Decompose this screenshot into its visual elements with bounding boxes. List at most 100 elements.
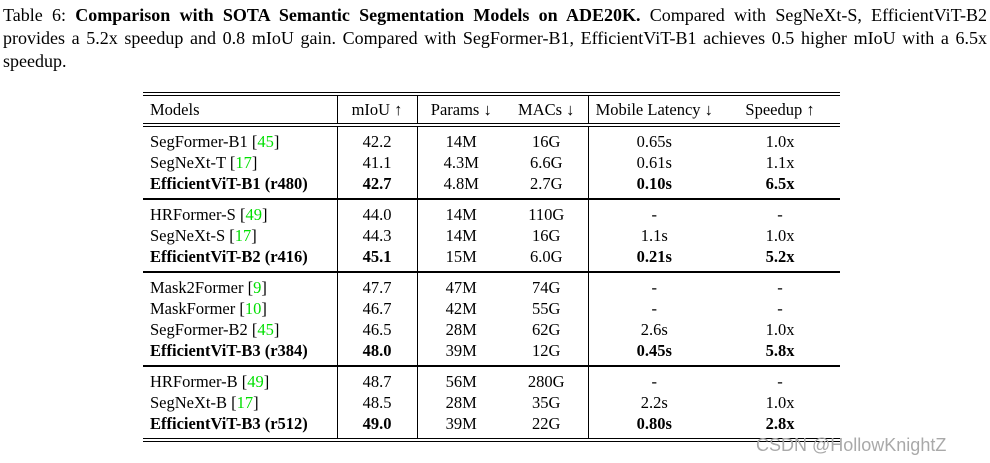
cell-model: HRFormer-B [49]: [143, 366, 338, 392]
cell-speedup: 1.0x: [765, 226, 795, 245]
cell-macs: 74G: [505, 272, 589, 298]
column-header-miou: mIoU ↑: [337, 94, 418, 125]
cell-miou: 48.7: [337, 366, 418, 392]
model-name: SegFormer-B1: [150, 132, 248, 151]
model-name: EfficientViT-B3 (r512): [150, 414, 308, 433]
table-row: EfficientViT-B3 (r384) 48.0 39M 12G 0.45s 5.8…: [143, 340, 840, 366]
model-name: SegNeXt-S: [150, 226, 226, 245]
cell-params: 15M: [445, 247, 477, 266]
table-group-2: HRFormer-S [49] 44.0 14M 110G - - SegNeXt-S [1…: [143, 199, 840, 272]
table-row: EfficientViT-B3 (r512) 49.0 39M 22G 0.80s 2.8…: [143, 413, 840, 440]
citation-link[interactable]: 45: [257, 320, 274, 339]
cell-miou: 41.1: [337, 152, 418, 173]
model-name: EfficientViT-B1 (r480): [150, 174, 308, 193]
model-name: MaskFormer: [150, 299, 236, 318]
table-header-row: Models mIoU ↑ Params ↓ MACs ↓ Mobile Latency…: [143, 94, 840, 125]
model-name: Mask2Former: [150, 278, 244, 297]
cell-params: 4.8M: [443, 174, 479, 193]
cell-macs: 16G: [505, 225, 589, 246]
cell-miou: 44.3: [337, 225, 418, 246]
column-header-speedup: Speedup ↑: [745, 100, 815, 119]
cell-params: 39M: [445, 414, 477, 433]
column-header-params: Params ↓: [430, 100, 492, 119]
cell-macs: 6.6G: [505, 152, 589, 173]
cell-latency: 0.10s: [636, 174, 672, 193]
cell-params: 14M: [445, 226, 477, 245]
watermark: CSDN @HollowKnightZ: [756, 435, 947, 455]
model-name: SegNeXt-T: [150, 153, 226, 172]
table-group-4: HRFormer-B [49] 48.7 56M 280G - - SegNeXt-B [1…: [143, 366, 840, 440]
citation-link[interactable]: 9: [253, 278, 262, 297]
cell-latency: -: [651, 372, 658, 391]
table-row: SegNeXt-T [17] 41.1 4.3M 6.6G 0.61s 1.1x: [143, 152, 840, 173]
citation-link[interactable]: 17: [234, 226, 252, 245]
cell-model: SegNeXt-T [17]: [143, 152, 338, 173]
table-container: Models mIoU ↑ Params ↓ MACs ↓ Mobile Latency…: [143, 92, 840, 442]
cell-model: EfficientViT-B2 (r416): [143, 246, 338, 272]
cell-model: EfficientViT-B1 (r480): [143, 173, 338, 199]
cell-latency: 0.80s: [636, 414, 672, 433]
model-name: SegFormer-B2: [150, 320, 248, 339]
cell-latency: -: [651, 278, 658, 297]
cell-speedup: 1.0x: [765, 132, 795, 151]
cell-model: SegFormer-B2 [45]: [143, 319, 338, 340]
cell-miou: 44.0: [337, 199, 418, 225]
cell-miou: 48.0: [337, 340, 418, 366]
cell-macs: 55G: [505, 298, 589, 319]
cell-speedup: 6.5x: [765, 174, 795, 193]
cell-miou: 49.0: [337, 413, 418, 440]
citation-link[interactable]: 49: [245, 205, 262, 224]
cell-model: SegNeXt-S [17]: [143, 225, 338, 246]
cell-params: 28M: [445, 320, 477, 339]
cell-params: 56M: [445, 372, 477, 391]
cell-params: 39M: [445, 341, 477, 360]
cell-speedup: -: [777, 372, 783, 391]
model-name: EfficientViT-B2 (r416): [150, 247, 308, 266]
cell-miou: 45.1: [337, 246, 418, 272]
cell-params: 14M: [445, 205, 477, 224]
cell-macs: 62G: [505, 319, 589, 340]
cell-macs: 16G: [505, 125, 589, 152]
cell-macs: 280G: [505, 366, 589, 392]
table-row: MaskFormer [10] 46.7 42M 55G - -: [143, 298, 840, 319]
table-row: SegFormer-B1 [45] 42.2 14M 16G 0.65s 1.0x: [143, 125, 840, 152]
table-group-3: Mask2Former [9] 47.7 47M 74G - - MaskFormer [1…: [143, 272, 840, 366]
cell-latency: 0.45s: [636, 341, 672, 360]
citation-link[interactable]: 49: [247, 372, 264, 391]
cell-macs: 110G: [505, 199, 589, 225]
table-row: EfficientViT-B2 (r416) 45.1 15M 6.0G 0.21s 5.…: [143, 246, 840, 272]
cell-speedup: 1.0x: [765, 393, 795, 412]
cell-latency: -: [651, 299, 658, 318]
cell-model: Mask2Former [9]: [143, 272, 338, 298]
table-row: Mask2Former [9] 47.7 47M 74G - -: [143, 272, 840, 298]
cell-speedup: 5.2x: [765, 247, 795, 266]
column-header-latency: Mobile Latency ↓: [595, 100, 713, 119]
table-row: EfficientViT-B1 (r480) 42.7 4.8M 2.7G 0.10s 6…: [143, 173, 840, 199]
cell-macs: 2.7G: [505, 173, 589, 199]
caption-prefix: Table 6:: [3, 5, 76, 25]
table-row: SegNeXt-S [17] 44.3 14M 16G 1.1s 1.0x: [143, 225, 840, 246]
citation-link[interactable]: 17: [236, 393, 254, 412]
cell-miou: 42.2: [337, 125, 418, 152]
cell-latency: 0.65s: [636, 132, 672, 151]
cell-miou: 46.5: [337, 319, 418, 340]
citation-link[interactable]: 17: [235, 153, 252, 172]
cell-latency: 1.1s: [640, 226, 668, 245]
caption-title: Comparison with SOTA Semantic Segmentati…: [75, 5, 641, 25]
cell-miou: 46.7: [337, 298, 418, 319]
cell-model: SegFormer-B1 [45]: [143, 125, 338, 152]
model-name: SegNeXt-B: [150, 393, 227, 412]
cell-model: SegNeXt-B [17]: [143, 392, 338, 413]
citation-link[interactable]: 10: [244, 299, 262, 318]
cell-model: EfficientViT-B3 (r512): [143, 413, 338, 440]
cell-params: 4.3M: [443, 153, 479, 172]
cell-speedup: 2.8x: [765, 414, 795, 433]
comparison-table: Models mIoU ↑ Params ↓ MACs ↓ Mobile Latency…: [143, 92, 840, 442]
cell-latency: 0.61s: [636, 153, 672, 172]
cell-miou: 47.7: [337, 272, 418, 298]
model-name: HRFormer-S: [150, 205, 236, 224]
cell-model: MaskFormer [10]: [143, 298, 338, 319]
table-group-1: SegFormer-B1 [45] 42.2 14M 16G 0.65s 1.0x SegN…: [143, 125, 840, 199]
caption-body: Compared with SegNeXt-S, EfficientViT-B2…: [3, 5, 988, 71]
citation-link[interactable]: 45: [257, 132, 274, 151]
